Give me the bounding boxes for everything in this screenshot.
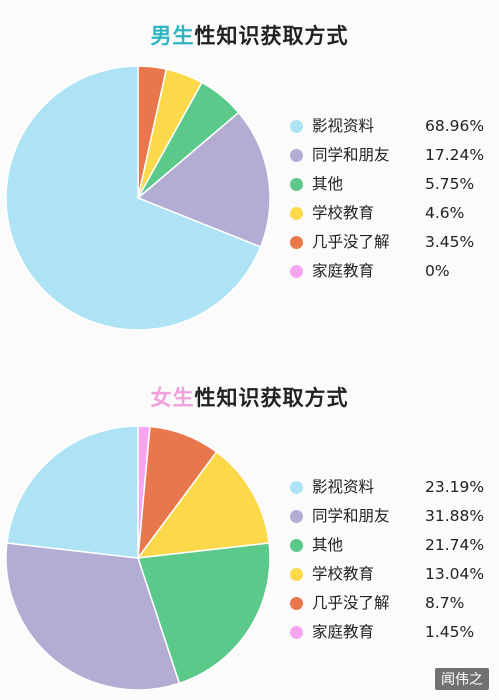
legend-value: 4.6%: [425, 204, 465, 222]
pie-slice: [136, 111, 271, 248]
legend-label: 几乎没了解: [312, 594, 390, 612]
title-highlight: 女生: [150, 386, 195, 410]
legend-label: 其他: [312, 175, 344, 193]
legend-label: 同学和朋友: [312, 146, 390, 164]
pie-slice: [136, 542, 271, 685]
legend-swatch: [290, 120, 303, 133]
chart-title-female: 女生性知识获取方式: [0, 382, 499, 412]
pie-slice: [136, 450, 270, 559]
legend-swatch: [290, 539, 303, 552]
legend-value: 31.88%: [425, 507, 485, 525]
legend-label: 学校教育: [312, 204, 375, 222]
title-rest: 性知识获取方式: [194, 24, 349, 48]
legend-swatch: [290, 626, 303, 639]
pie-chart-male: [5, 65, 271, 331]
legend-label: 影视资料: [312, 478, 375, 496]
watermark: 闻伟之: [435, 668, 489, 690]
legend-label: 学校教育: [312, 565, 375, 583]
legend-value: 13.04%: [425, 565, 485, 583]
title-highlight: 男生: [150, 24, 195, 48]
title-rest: 性知识获取方式: [194, 386, 349, 410]
chart-title-male: 男生性知识获取方式: [0, 20, 499, 50]
legend-value: 17.24%: [425, 146, 485, 164]
legend-swatch: [290, 149, 303, 162]
legend-swatch: [290, 510, 303, 523]
legend-value: 1.45%: [425, 623, 475, 641]
legend-label: 同学和朋友: [312, 507, 390, 525]
legend-value: 3.45%: [425, 233, 475, 251]
pie-slice: [5, 542, 181, 691]
pie-slice: [5, 65, 262, 331]
legend-label: 其他: [312, 536, 344, 554]
legend-label: 几乎没了解: [312, 233, 390, 251]
legend-label: 家庭教育: [312, 262, 375, 280]
legend-swatch: [290, 265, 303, 278]
legend-label: 家庭教育: [312, 623, 375, 641]
legend-value: 0%: [425, 262, 450, 280]
legend-value: 21.74%: [425, 536, 485, 554]
legend-swatch: [290, 207, 303, 220]
legend-value: 68.96%: [425, 117, 485, 135]
pie-chart-female: [5, 425, 271, 691]
legend-swatch: [290, 236, 303, 249]
legend-swatch: [290, 178, 303, 191]
legend-value: 5.75%: [425, 175, 475, 193]
legend-value: 23.19%: [425, 478, 485, 496]
legend-value: 8.7%: [425, 594, 465, 612]
legend-label: 影视资料: [312, 117, 375, 135]
legend-swatch: [290, 597, 303, 610]
legend-swatch: [290, 568, 303, 581]
pie-slice: [6, 425, 139, 559]
legend-swatch: [290, 481, 303, 494]
